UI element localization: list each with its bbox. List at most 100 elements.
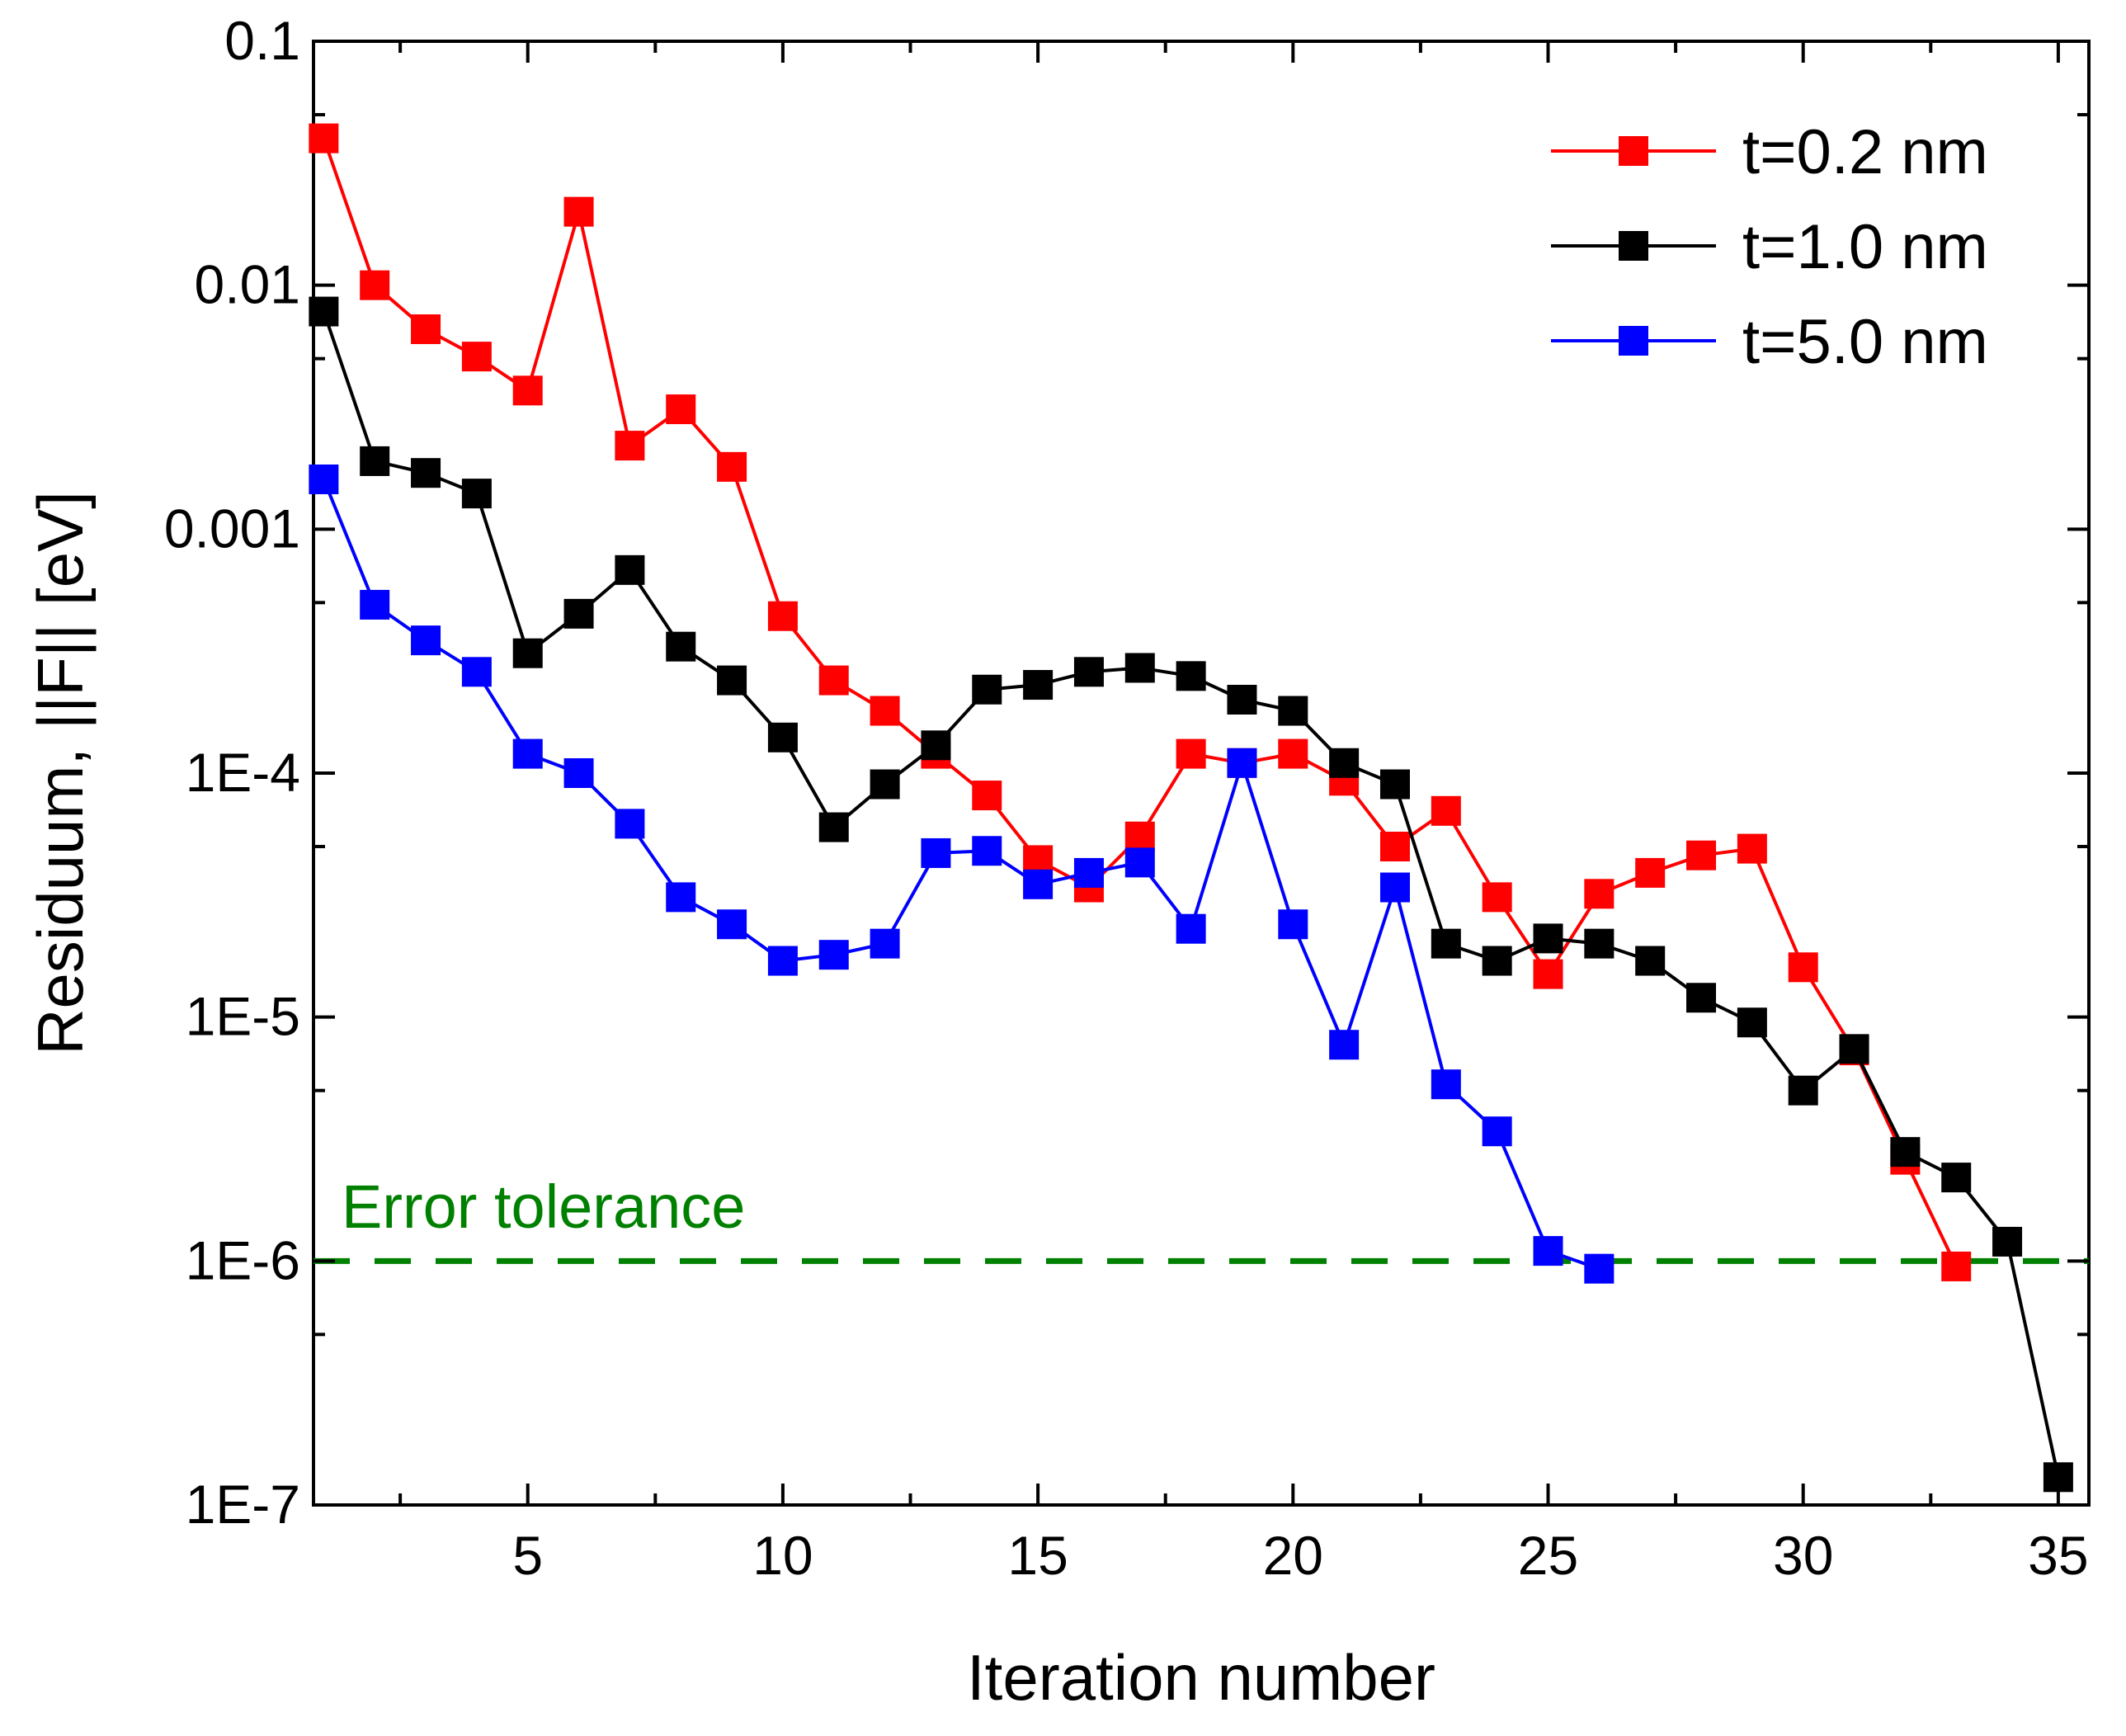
data-point-t-0-2-nm xyxy=(972,781,1002,811)
x-tick-label: 35 xyxy=(2028,1525,2088,1586)
legend-label-t-0-2-nm: t=0.2 nm xyxy=(1742,117,1988,187)
legend-label-t-1-0-nm: t=1.0 nm xyxy=(1742,212,1988,282)
data-point-t-1-0-nm xyxy=(1686,983,1717,1013)
data-point-t-0-2-nm xyxy=(563,196,594,227)
data-point-t-1-0-nm xyxy=(1379,769,1410,800)
data-point-t-1-0-nm xyxy=(767,722,798,752)
data-point-t-0-2-nm xyxy=(1124,821,1155,851)
data-point-t-5-0-nm xyxy=(411,625,441,656)
legend-marker-t-0-2-nm xyxy=(1619,136,1648,166)
data-point-t-1-0-nm xyxy=(411,458,441,488)
data-point-t-0-2-nm xyxy=(666,394,696,425)
data-point-t-1-0-nm xyxy=(563,598,594,629)
data-point-t-5-0-nm xyxy=(1227,748,1257,778)
data-point-t-1-0-nm xyxy=(461,479,492,509)
data-point-t-5-0-nm xyxy=(309,464,339,494)
x-tick-label: 10 xyxy=(752,1525,813,1586)
y-tick-label: 1E-7 xyxy=(186,1474,300,1535)
data-point-t-1-0-nm xyxy=(1176,661,1206,691)
data-point-t-1-0-nm xyxy=(1890,1137,1921,1168)
data-point-t-1-0-nm xyxy=(1584,928,1615,959)
data-point-t-0-2-nm xyxy=(1686,840,1717,870)
data-point-t-5-0-nm xyxy=(1124,847,1155,878)
data-point-t-0-2-nm xyxy=(1176,738,1206,769)
data-point-t-5-0-nm xyxy=(360,589,390,620)
data-point-t-5-0-nm xyxy=(461,657,492,687)
data-point-t-0-2-nm xyxy=(767,601,798,631)
data-point-t-0-2-nm xyxy=(309,123,339,153)
data-point-t-1-0-nm xyxy=(1482,946,1512,976)
data-point-t-1-0-nm xyxy=(1533,923,1563,954)
data-point-t-5-0-nm xyxy=(1584,1253,1615,1284)
y-tick-label: 1E-4 xyxy=(186,742,300,803)
data-point-t-0-2-nm xyxy=(1379,832,1410,862)
data-point-t-1-0-nm xyxy=(666,631,696,662)
data-point-t-5-0-nm xyxy=(1431,1069,1461,1100)
series-t-5-0-nm xyxy=(309,464,1615,1284)
series-t-1-0-nm xyxy=(309,296,2073,1493)
data-point-t-1-0-nm xyxy=(512,638,543,668)
data-point-t-1-0-nm xyxy=(1992,1226,2023,1257)
data-point-t-1-0-nm xyxy=(1839,1034,1869,1064)
data-point-t-1-0-nm xyxy=(1737,1007,1767,1038)
data-point-t-1-0-nm xyxy=(1329,748,1360,778)
y-tick-label: 0.001 xyxy=(164,498,300,559)
data-point-t-1-0-nm xyxy=(360,446,390,476)
y-tick-label: 0.1 xyxy=(224,10,300,71)
data-point-t-5-0-nm xyxy=(1329,1030,1360,1060)
data-point-t-1-0-nm xyxy=(1073,657,1104,687)
data-point-t-5-0-nm xyxy=(615,809,645,839)
data-point-t-5-0-nm xyxy=(563,758,594,788)
data-point-t-1-0-nm xyxy=(309,296,339,327)
reference-line-label: Error tolerance xyxy=(342,1172,745,1241)
data-point-t-0-2-nm xyxy=(717,451,747,482)
data-point-t-0-2-nm xyxy=(1278,738,1308,769)
y-tick-label: 1E-6 xyxy=(186,1229,300,1290)
legend-marker-t-5-0-nm xyxy=(1619,326,1648,356)
x-tick-label: 30 xyxy=(1773,1525,1833,1586)
data-point-t-0-2-nm xyxy=(512,375,543,406)
data-point-t-5-0-nm xyxy=(1379,872,1410,903)
data-point-t-1-0-nm xyxy=(818,812,849,842)
x-tick-label: 5 xyxy=(512,1525,543,1586)
data-point-t-5-0-nm xyxy=(1482,1116,1512,1147)
data-point-t-5-0-nm xyxy=(512,738,543,769)
data-point-t-5-0-nm xyxy=(921,837,951,868)
data-point-t-0-2-nm xyxy=(360,270,390,300)
data-point-t-1-0-nm xyxy=(1023,670,1054,701)
data-point-t-5-0-nm xyxy=(1533,1236,1563,1267)
data-point-t-1-0-nm xyxy=(972,674,1002,705)
data-point-t-5-0-nm xyxy=(1023,869,1054,899)
data-point-t-5-0-nm xyxy=(767,946,798,976)
x-tick-label: 15 xyxy=(1007,1525,1068,1586)
data-point-t-1-0-nm xyxy=(870,769,900,800)
data-point-t-1-0-nm xyxy=(1431,928,1461,959)
data-point-t-5-0-nm xyxy=(1176,913,1206,944)
x-axis-title: Iteration number xyxy=(967,1641,1435,1714)
data-point-t-0-2-nm xyxy=(1533,959,1563,989)
data-point-t-1-0-nm xyxy=(1788,1075,1818,1106)
data-point-t-1-0-nm xyxy=(1227,684,1257,715)
data-point-t-1-0-nm xyxy=(1941,1163,1972,1193)
data-point-t-0-2-nm xyxy=(1635,857,1666,888)
data-point-t-0-2-nm xyxy=(1941,1251,1972,1281)
x-tick-label: 20 xyxy=(1263,1525,1323,1586)
data-point-t-0-2-nm xyxy=(411,314,441,345)
data-point-t-0-2-nm xyxy=(1482,882,1512,913)
legend-marker-t-1-0-nm xyxy=(1619,231,1648,261)
data-point-t-5-0-nm xyxy=(972,836,1002,866)
data-point-t-0-2-nm xyxy=(818,665,849,696)
data-point-t-1-0-nm xyxy=(717,665,747,696)
legend: t=0.2 nm t=1.0 nm t=5.0 nm xyxy=(1551,117,1988,377)
legend-label-t-5-0-nm: t=5.0 nm xyxy=(1742,307,1988,377)
y-tick-label: 1E-5 xyxy=(186,986,300,1047)
data-point-t-0-2-nm xyxy=(1737,833,1767,864)
data-point-t-1-0-nm xyxy=(921,730,951,761)
data-point-t-1-0-nm xyxy=(615,554,645,585)
y-tick-label: 0.01 xyxy=(195,254,300,315)
data-point-t-0-2-nm xyxy=(1788,952,1818,983)
data-point-t-1-0-nm xyxy=(1635,946,1666,976)
data-point-t-0-2-nm xyxy=(870,696,900,726)
data-point-t-0-2-nm xyxy=(1431,795,1461,826)
